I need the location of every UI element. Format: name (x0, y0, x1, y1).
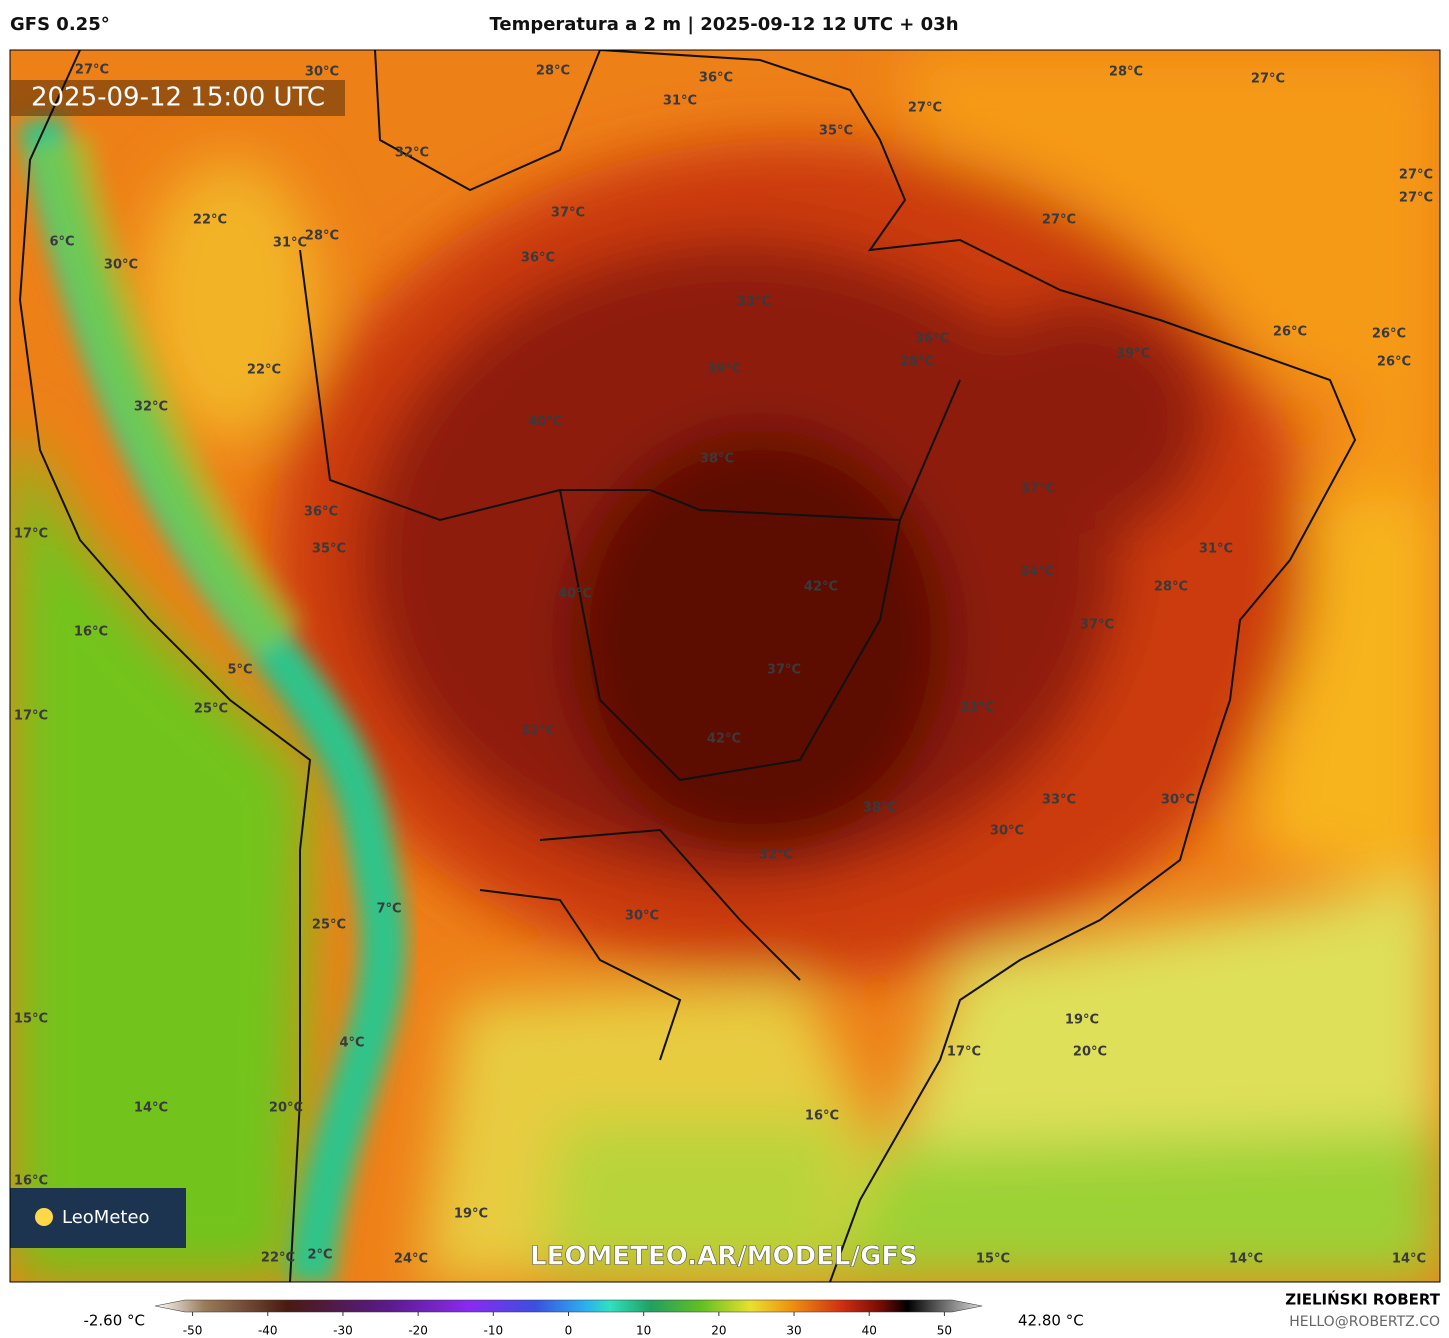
logo: LeoMeteo (62, 1207, 150, 1228)
temperature-label: 34°C (1020, 565, 1054, 580)
temperature-label: 33°C (1042, 793, 1076, 808)
temperature-label: 42°C (707, 732, 741, 747)
map-title: Temperatura a 2 m | 2025-09-12 12 UTC + … (489, 14, 958, 35)
temperature-label: 5°C (227, 663, 252, 678)
temperature-label: 16°C (74, 625, 108, 640)
temperature-label: 37°C (551, 206, 585, 221)
temperature-label: 27°C (1042, 213, 1076, 228)
colorbar-tick-label: -50 (183, 1324, 203, 1338)
temperature-label: 35°C (819, 124, 853, 139)
colorbar-tick-label: 10 (636, 1324, 651, 1338)
colorbar-tick-label: -10 (484, 1324, 504, 1338)
temperature-label: 24°C (394, 1252, 428, 1267)
temperature-label: 6°C (49, 235, 74, 250)
temperature-label: 15°C (14, 1012, 48, 1027)
temperature-label: 16°C (805, 1109, 839, 1124)
temperature-label: 19°C (1065, 1013, 1099, 1028)
temperature-label: 25°C (312, 918, 346, 933)
model-name: GFS 0.25° (10, 14, 110, 35)
temperature-label: 28°C (1154, 580, 1188, 595)
temperature-label: 30°C (625, 909, 659, 924)
colorbar-tick-label: 40 (862, 1324, 877, 1338)
watermark: LEOMETEO.AR/MODEL/GFS (530, 1242, 918, 1272)
temperature-label: 4°C (339, 1036, 364, 1051)
temperature-label: 30°C (305, 65, 339, 80)
colorbar-tick-label: 30 (786, 1324, 801, 1338)
temperature-label: 27°C (1399, 168, 1433, 183)
author: ZIELIŃSKI ROBERT (1285, 1290, 1440, 1309)
temperature-label: 14°C (1229, 1252, 1263, 1267)
temperature-label: 31°C (1199, 542, 1233, 557)
temperature-label: 40°C (528, 415, 562, 430)
valid-time: 2025-09-12 15:00 UTC (31, 83, 325, 113)
temperature-label: 22°C (261, 1251, 295, 1266)
temperature-label: 20°C (1073, 1045, 1107, 1060)
colorbar-tick-label: 50 (937, 1324, 952, 1338)
temperature-label: 26°C (1273, 325, 1307, 340)
temperature-label: 20°C (269, 1101, 303, 1116)
temperature-label: 39°C (1116, 347, 1150, 362)
temperature-label: 28°C (1109, 65, 1143, 80)
temperature-label: 32°C (395, 146, 429, 161)
colorbar-tick-label: 0 (565, 1324, 573, 1338)
temperature-label: 7°C (376, 902, 401, 917)
temperature-label: 25°C (194, 702, 228, 717)
temperature-label: 32°C (759, 848, 793, 863)
temperature-label: 33°C (960, 701, 994, 716)
email: HELLO@ROBERTZ.CO (1289, 1314, 1440, 1330)
colorbar-scale (154, 1299, 983, 1313)
temperature-label: 36°C (521, 251, 555, 266)
temperature-label: 42°C (804, 580, 838, 595)
temperature-label: 26°C (1372, 327, 1406, 342)
temperature-label: 16°C (14, 1174, 48, 1189)
temperature-label: 31°C (273, 236, 307, 251)
map: LeoMeteo LEOMETEO.AR/MODEL/GFS 27°C 30°C 2… (10, 50, 1440, 1282)
temperature-label: 28°C (536, 64, 570, 79)
temperature-label: 17°C (14, 709, 48, 724)
temperature-label: 30°C (990, 824, 1024, 839)
labels: 27°C 30°C 28°C 36°C 28°C 27°C 31°C 27°C 35°C 32°C… (14, 63, 1433, 1267)
temperature-label: 26°C (1377, 355, 1411, 370)
temperature-label: 35°C (312, 542, 346, 557)
temperature-label: 27°C (75, 63, 109, 78)
colorbar: -50 -40 -30 -20 -10 0 10 20 30 40 50 -2.60 °C 42.80 … (83, 1299, 1084, 1338)
temperature-label: 19°C (454, 1207, 488, 1222)
colorbar-max: 42.80 °C (1018, 1312, 1084, 1330)
temperature-label: 14°C (134, 1101, 168, 1116)
temperature-label: 22°C (247, 363, 281, 378)
temperature-label: 37°C (1080, 618, 1114, 633)
temperature-label: 30°C (1161, 793, 1195, 808)
temperature-label: 27°C (1399, 191, 1433, 206)
temperature-label: 37°C (767, 663, 801, 678)
temperature-label: 33°C (737, 295, 771, 310)
temperature-label: 40°C (558, 587, 592, 602)
temperature-label: 14°C (1392, 1252, 1426, 1267)
temperature-label: 30°C (104, 258, 138, 273)
temperature-label: 22°C (193, 213, 227, 228)
colorbar-min: -2.60 °C (83, 1312, 145, 1330)
temperature-label: 28°C (305, 229, 339, 244)
temperature-label: 32°C (521, 724, 555, 739)
colorbar-tick-label: -40 (258, 1324, 278, 1338)
temperature-label: 38°C (700, 452, 734, 467)
temperature-label: 17°C (14, 527, 48, 542)
temperature-label: 32°C (134, 400, 168, 415)
temperature-label: 28°C (900, 355, 934, 370)
colorbar-tick-label: -30 (333, 1324, 353, 1338)
temperature-label: 36°C (304, 505, 338, 520)
temperature-label: 36°C (699, 71, 733, 86)
temperature-label: 39°C (707, 362, 741, 377)
temperature-label: 36°C (915, 332, 949, 347)
temperature-label: 15°C (976, 1252, 1010, 1267)
temperature-label: 31°C (663, 94, 697, 109)
temperature-label: 2°C (307, 1248, 332, 1263)
temperature-label: 27°C (1251, 72, 1285, 87)
temperature-label: 17°C (947, 1045, 981, 1060)
temperature-label: 27°C (908, 101, 942, 116)
temperature-label: 38°C (863, 801, 897, 816)
colorbar-tick-label: 20 (711, 1324, 726, 1338)
temperature-label: 37°C (1021, 482, 1055, 497)
colorbar-tick-label: -20 (408, 1324, 428, 1338)
